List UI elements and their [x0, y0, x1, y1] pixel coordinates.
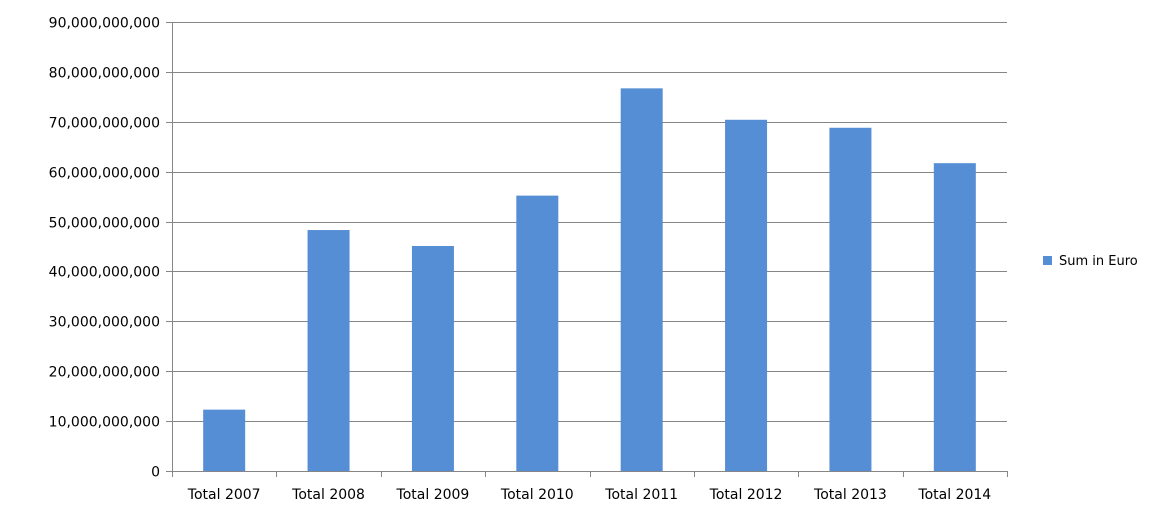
- x-tick-label: Total 2014: [917, 487, 991, 503]
- legend-swatch: [1043, 256, 1052, 265]
- y-tick-label: 10,000,000,000: [49, 415, 160, 431]
- axes: [166, 22, 1008, 477]
- y-tick-label: 20,000,000,000: [49, 365, 160, 381]
- legend: Sum in Euro: [1043, 254, 1138, 269]
- y-tick-label: 40,000,000,000: [49, 265, 160, 281]
- bars: [203, 88, 976, 472]
- bar: [829, 127, 872, 472]
- bar: [411, 246, 454, 471]
- gridlines: [166, 22, 1007, 422]
- y-tick-label: 80,000,000,000: [49, 66, 160, 82]
- x-tick-label: Total 2012: [709, 487, 783, 503]
- y-tick-label: 70,000,000,000: [49, 116, 160, 132]
- x-tick-label: Total 2009: [396, 487, 470, 503]
- bar: [933, 163, 976, 472]
- y-tick-label: 30,000,000,000: [49, 315, 160, 331]
- bar: [725, 119, 768, 471]
- y-tick-labels: 0 10,000,000,000 20,000,000,000 30,000,000,…: [49, 16, 160, 481]
- bar: [203, 409, 246, 471]
- y-tick-label: 60,000,000,000: [49, 166, 160, 182]
- x-tick-label: Total 2011: [604, 487, 678, 503]
- y-tick-label: 90,000,000,000: [49, 16, 160, 32]
- x-tick-labels: Total 2007 Total 2008 Total 2009 Total 2010…: [187, 487, 991, 503]
- bar: [620, 88, 663, 471]
- legend-label: Sum in Euro: [1059, 254, 1138, 269]
- y-tick-label: 50,000,000,000: [49, 216, 160, 232]
- x-tick-label: Total 2007: [187, 487, 261, 503]
- bar: [516, 195, 559, 471]
- x-tick-label: Total 2008: [291, 487, 365, 503]
- x-tick-label: Total 2010: [500, 487, 574, 503]
- y-tick-label: 0: [151, 465, 160, 481]
- bar: [307, 230, 350, 471]
- x-tick-label: Total 2013: [813, 487, 887, 503]
